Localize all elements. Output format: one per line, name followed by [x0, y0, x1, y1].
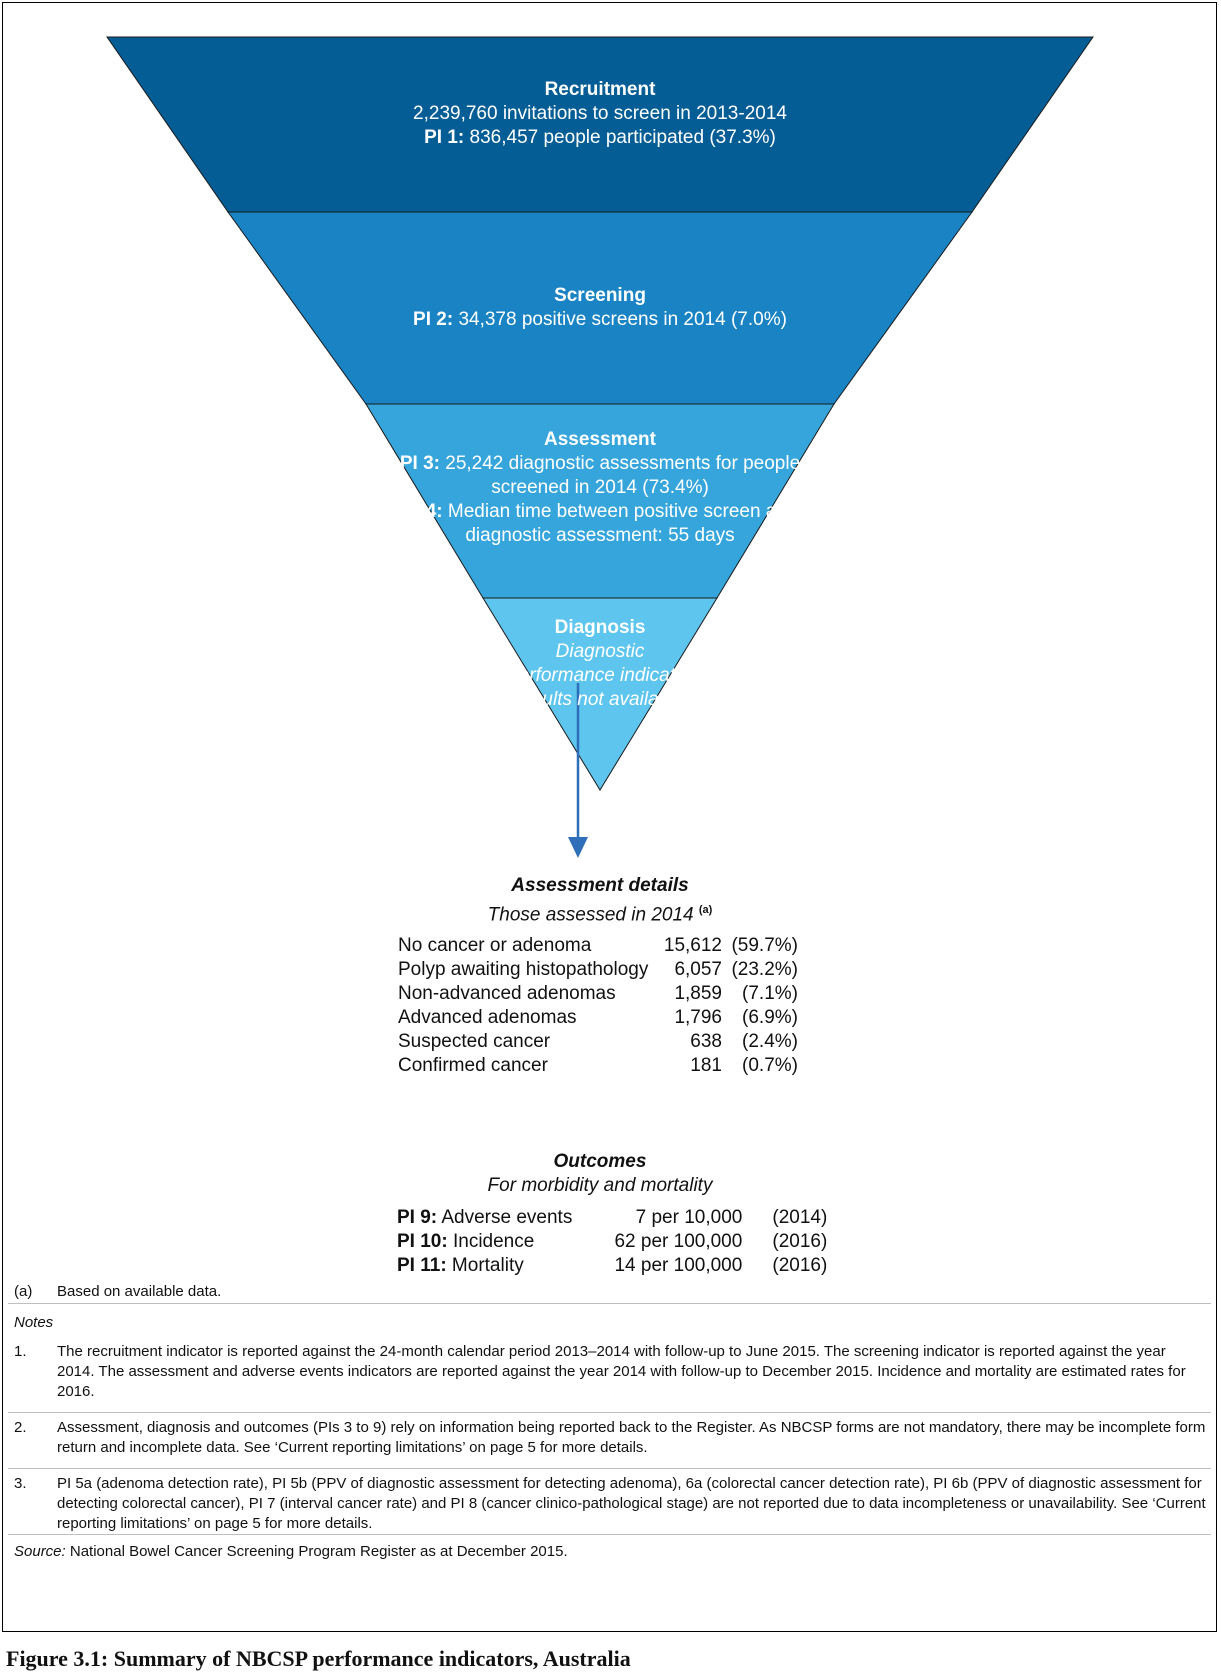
note-text: The recruitment indicator is reported ag… [57, 1343, 1186, 1400]
outcome-row: PI 10: Incidence 62 per 100,000 (2016) [397, 1230, 827, 1254]
outcome-label: PI 10: Incidence [397, 1230, 572, 1254]
assessment-row: Advanced adenomas 1,796 (6.9%) [398, 1006, 798, 1030]
screening-stage-text: Screening PI 2: 34,378 positive screens … [300, 284, 900, 332]
pi3-text: 25,242 diagnostic assessments for people… [439, 453, 801, 498]
assessment-title: Assessment [544, 429, 656, 450]
assessment-label: Non-advanced adenomas [398, 983, 616, 1004]
assessment-percent: (2.4%) [742, 1031, 798, 1052]
notes-heading-row: Notes [14, 1313, 1204, 1333]
assessment-row: Polyp awaiting histopathology 6,057 (23.2%… [398, 958, 798, 982]
assessment-stage-text: Assessment PI 3: 25,242 diagnostic asses… [370, 428, 830, 548]
assessment-count: 638 [690, 1031, 722, 1052]
assessment-label: Confirmed cancer [398, 1055, 548, 1076]
outcomes-table: PI 9: Adverse events 7 per 10,000 (2014) PI… [397, 1206, 827, 1278]
figure-caption: Figure 3.1: Summary of NBCSP performance… [6, 1646, 631, 1671]
recruitment-stage-text: Recruitment 2,239,760 invitations to scr… [250, 78, 950, 150]
assessment-label: Advanced adenomas [398, 1007, 577, 1028]
pi4-label: PI 4: [402, 501, 443, 522]
pi1-text: 836,457 people participated (37.3%) [464, 127, 776, 148]
source-label: Source: [14, 1543, 66, 1560]
pi2-text: 34,378 positive screens in 2014 (7.0%) [453, 309, 787, 330]
outcome-year: (2014) [772, 1207, 828, 1228]
down-arrow-head-icon [568, 837, 588, 858]
assessment-details-subtitle: Those assessed in 2014 [487, 904, 694, 926]
assessment-row: Confirmed cancer 181 (0.7%) [398, 1054, 798, 1078]
assessment-row: Non-advanced adenomas 1,859 (7.1%) [398, 982, 798, 1006]
outcomes-title: Outcomes [553, 1151, 647, 1172]
assessment-count: 181 [690, 1055, 722, 1076]
assessment-label: Suspected cancer [398, 1031, 551, 1052]
funnel-diagram [106, 36, 1094, 858]
diagnosis-text: Diagnostic performance indicator results… [508, 641, 692, 710]
pi2-label: PI 2: [413, 309, 454, 330]
outcome-rate: 14 per 100,000 [614, 1255, 743, 1276]
assessment-details-title: Assessment details [511, 875, 689, 896]
outcome-name: Adverse events [437, 1207, 573, 1228]
assessment-details-heading: Assessment details Those assessed in 201… [400, 874, 800, 927]
divider [8, 1303, 1211, 1304]
notes-heading: Notes [14, 1314, 54, 1331]
outcome-year: (2016) [772, 1255, 828, 1276]
assessment-count: 6,057 [674, 959, 722, 980]
outcome-rate: 7 per 10,000 [635, 1207, 743, 1228]
recruitment-invitations: 2,239,760 invitations to screen in 2013-… [413, 103, 787, 124]
divider [8, 1412, 1211, 1413]
assessment-count: 15,612 [663, 935, 722, 956]
outcomes-heading: Outcomes For morbidity and mortality [400, 1150, 800, 1198]
assessment-percent: (59.7%) [731, 935, 798, 956]
assessment-row: No cancer or adenoma 15,612 (59.7%) [398, 934, 798, 958]
outcome-label: PI 11: Mortality [397, 1254, 572, 1278]
footnote-marker-a: (a) [14, 1283, 33, 1300]
outcome-rate: 62 per 100,000 [614, 1231, 743, 1252]
assessment-percent: (0.7%) [742, 1055, 798, 1076]
figure-frame [2, 2, 1217, 1632]
outcome-pi: PI 9: [397, 1207, 438, 1228]
note-text: PI 5a (adenoma detection rate), PI 5b (P… [57, 1475, 1206, 1532]
footnote-text: Based on available data. [57, 1283, 222, 1300]
assessment-row: Suspected cancer 638 (2.4%) [398, 1030, 798, 1054]
outcomes-subtitle: For morbidity and mortality [487, 1175, 713, 1196]
outcome-row: PI 11: Mortality 14 per 100,000 (2016) [397, 1254, 827, 1278]
note-text: Assessment, diagnosis and outcomes (PIs … [57, 1419, 1206, 1456]
assessment-percent: (6.9%) [742, 1007, 798, 1028]
recruitment-title: Recruitment [544, 79, 656, 100]
note-number: 2. [14, 1419, 27, 1436]
outcome-name: Mortality [446, 1255, 524, 1276]
footnote-marker: (a) [698, 904, 713, 916]
assessment-percent: (7.1%) [742, 983, 798, 1004]
pi1-label: PI 1: [424, 127, 465, 148]
outcome-row: PI 9: Adverse events 7 per 10,000 (2014) [397, 1206, 827, 1230]
note-number: 3. [14, 1475, 27, 1492]
outcome-pi: PI 11: [397, 1255, 447, 1276]
pi4-text: Median time between positive screen and … [442, 501, 798, 546]
funnel-stage-diagnosis [482, 597, 718, 791]
diagnosis-stage-text: Diagnosis Diagnostic performance indicat… [500, 616, 700, 712]
assessment-percent: (23.2%) [731, 959, 798, 980]
divider [8, 1468, 1211, 1469]
screening-title: Screening [554, 285, 646, 306]
outcome-year: (2016) [772, 1231, 828, 1252]
source-text: National Bowel Cancer Screening Program … [65, 1543, 568, 1560]
outcome-label: PI 9: Adverse events [397, 1206, 572, 1230]
assessment-details-table: No cancer or adenoma 15,612 (59.7%) Polyp a… [398, 934, 798, 1078]
pi3-label: PI 3: [399, 453, 440, 474]
diagnosis-title: Diagnosis [554, 617, 646, 638]
divider [8, 1534, 1211, 1535]
outcome-name: Incidence [447, 1231, 535, 1252]
assessment-count: 1,796 [674, 1007, 722, 1028]
assessment-label: Polyp awaiting histopathology [398, 959, 649, 980]
outcome-pi: PI 10: [397, 1231, 448, 1252]
note-number: 1. [14, 1343, 27, 1360]
assessment-label: No cancer or adenoma [398, 935, 592, 956]
source-line: Source: National Bowel Cancer Screening … [14, 1542, 1204, 1562]
assessment-count: 1,859 [674, 983, 722, 1004]
